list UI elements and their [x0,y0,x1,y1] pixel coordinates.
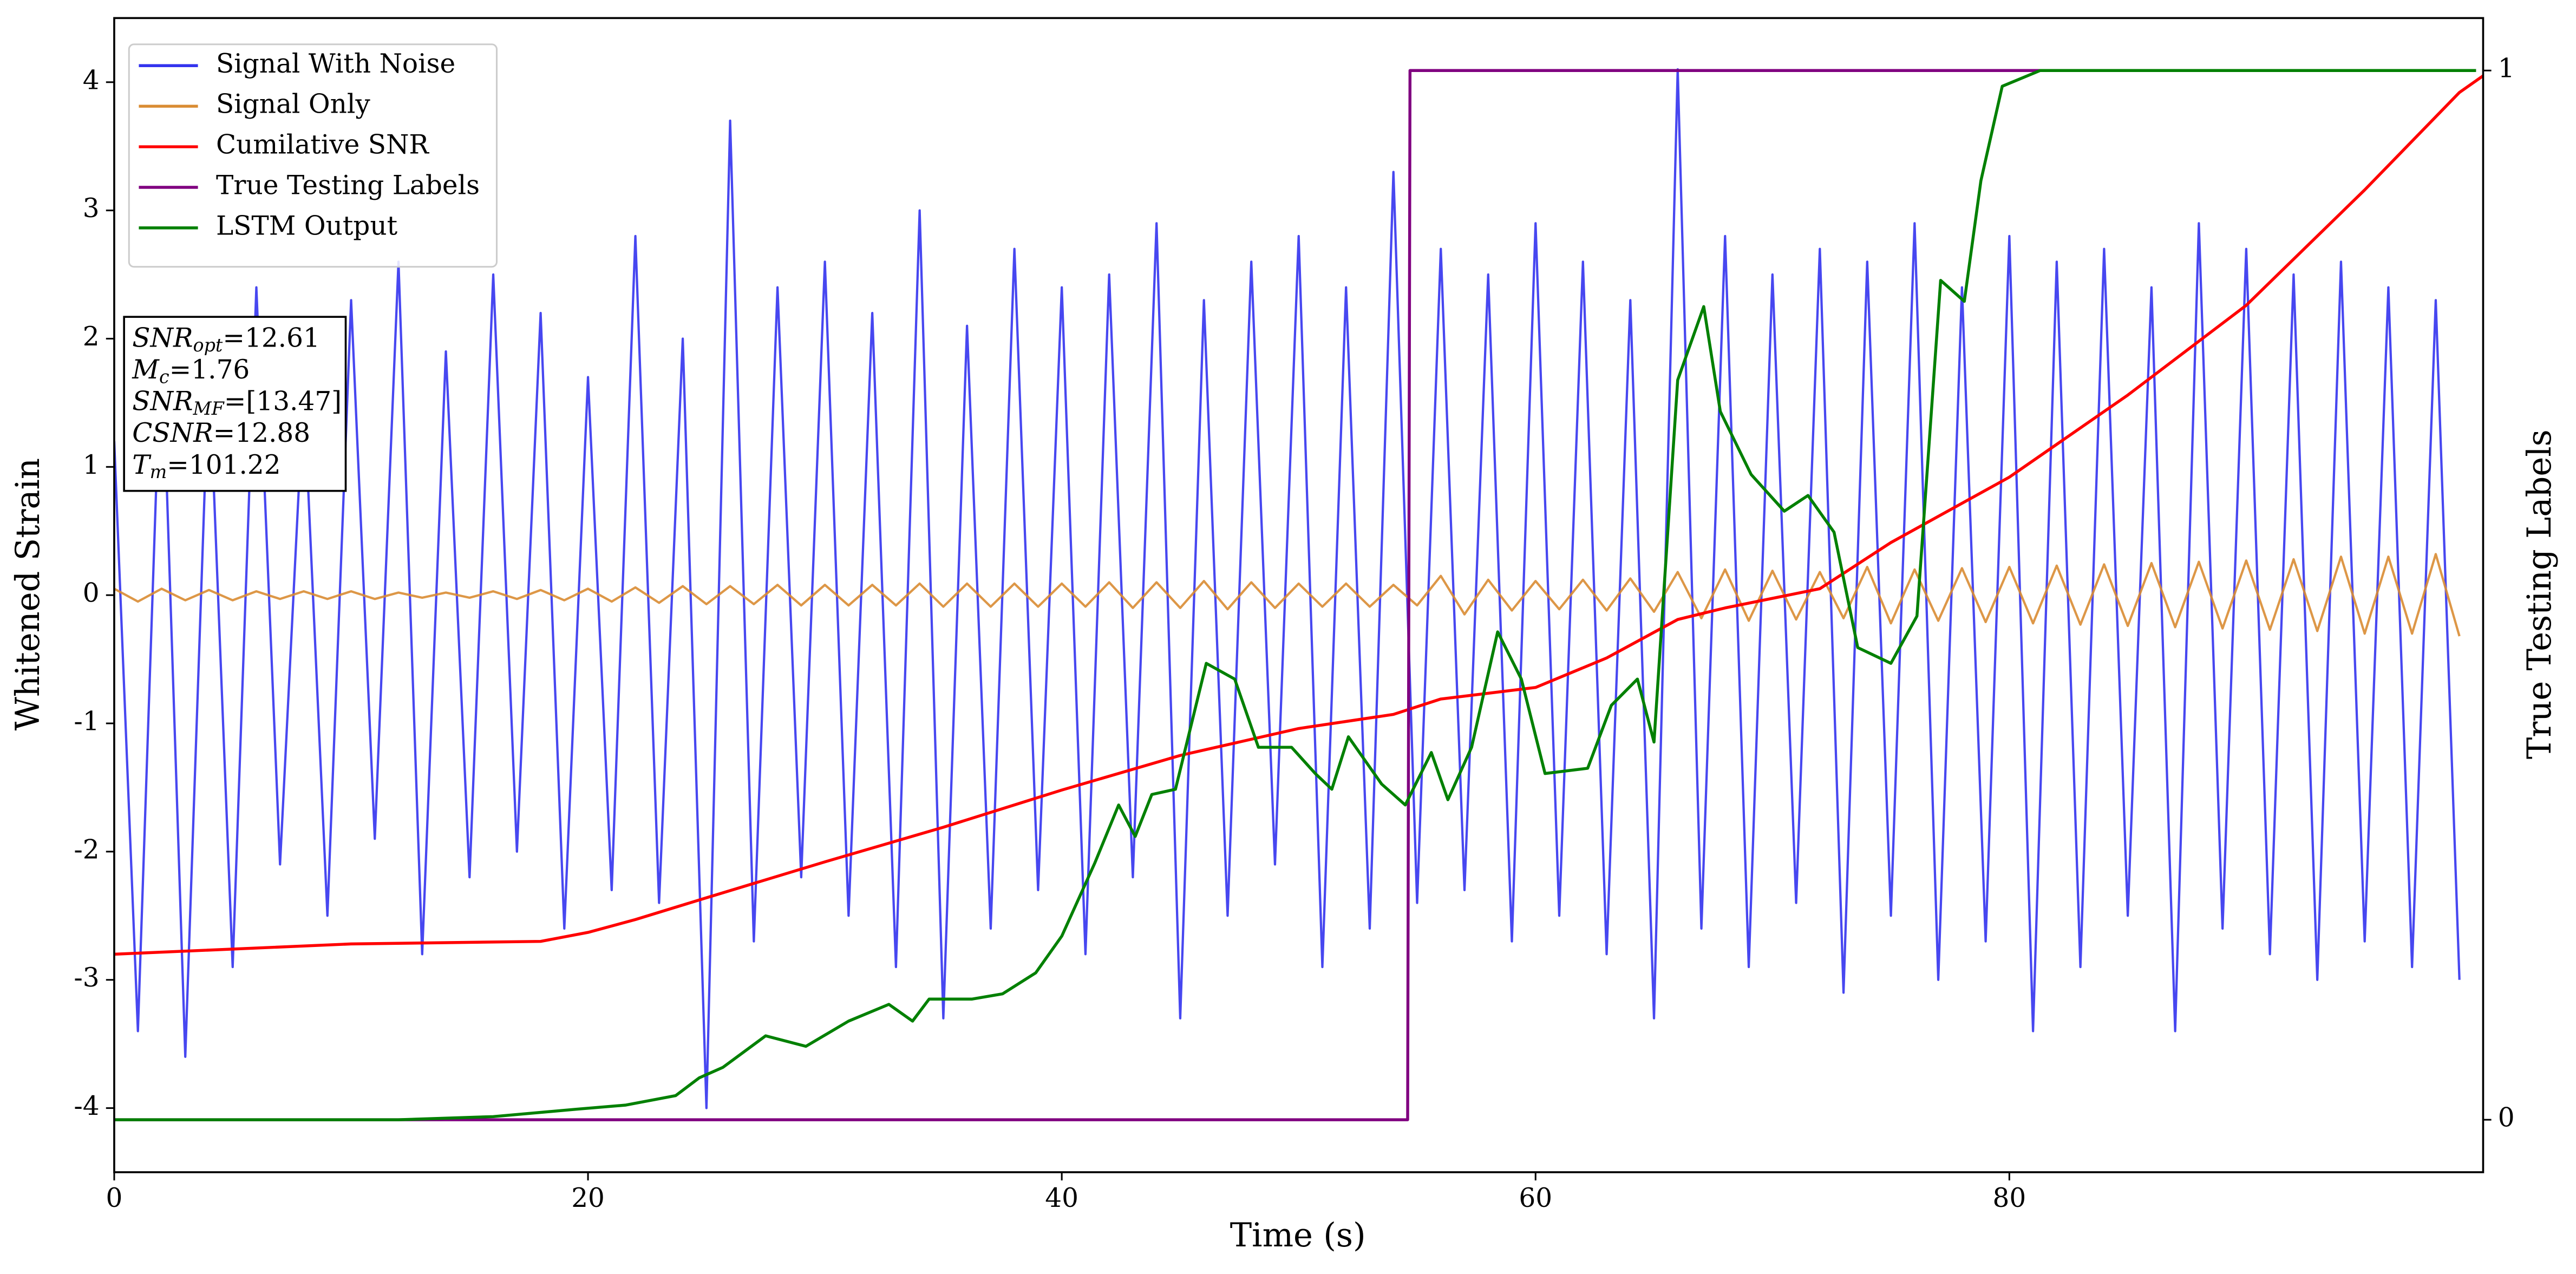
annotation-subscript: opt [193,335,223,356]
annotation-text: =[13.47] [224,386,342,416]
legend-label: Signal With Noise [216,49,455,79]
x-tick-label: 40 [1045,1183,1078,1213]
annotation-text: =12.61 [223,323,319,353]
series-line [114,68,2461,1109]
legend-box [128,43,498,268]
legend: Signal With Noise Signal Only Cumilative S… [128,43,498,268]
legend-label: Signal Only [216,89,370,120]
annotation-box: SNRopt=12.61Mc=1.76SNRMF=[13.47]CSNR=12.… [123,316,347,492]
annotation-symbol: M [132,355,160,385]
annotation-subscript: MF [193,398,225,419]
y-tick-label: 4 [83,65,100,95]
y-tick-label: -3 [74,963,99,993]
y-tick-label: 3 [83,193,100,224]
y2-tick-label: 0 [2498,1103,2515,1133]
x-tick-label: 80 [1992,1183,2026,1213]
annotation-symbol: SNR [132,386,193,416]
x-tick-label: 20 [571,1183,605,1213]
series-line [114,69,2476,1121]
x-tick-label: 60 [1519,1183,1552,1213]
annotation: SNRMF=[13.47] [132,386,342,419]
y2-tick-label: 1 [2498,54,2515,84]
annotation: Tm=101.22 [132,449,280,482]
annotation: SNRopt=12.61 [132,323,320,356]
y-tick-label: -4 [74,1091,99,1121]
plot-area [114,68,2483,1121]
series-line [114,74,2483,956]
y-tick-label: -1 [74,707,99,737]
y-tick-label: -2 [74,834,99,865]
series-line [114,553,2461,637]
annotation-text: =101.22 [167,449,280,480]
y-axis-label: Whitened Strain [9,458,47,730]
annotation-symbol: T [132,449,152,480]
annotation-subscript: c [159,366,169,387]
annotation: Mc=1.76 [132,355,250,388]
annotation-text: =12.88 [213,418,310,448]
annotation-symbol: CSNR [132,418,213,448]
y2-axis-label: True Testing Labels [2521,429,2559,759]
annotation-text: =1.76 [169,355,250,385]
series-line [114,69,2476,1121]
legend-label: True Testing Labels [216,170,480,200]
y-tick-label: 2 [83,322,100,352]
y-tick-label: 0 [83,578,100,609]
y-tick-label: 1 [83,450,100,480]
x-tick-label: 0 [106,1183,123,1213]
annotation-subscript: m [150,461,167,482]
x-axis-label: Time (s) [1230,1217,1366,1255]
annotation-symbol: SNR [132,323,193,353]
annotation-frame [123,316,347,492]
annotation: CSNR=12.88 [132,418,310,448]
legend-label: LSTM Output [216,211,398,241]
legend-label: Cumilative SNR [216,130,429,160]
